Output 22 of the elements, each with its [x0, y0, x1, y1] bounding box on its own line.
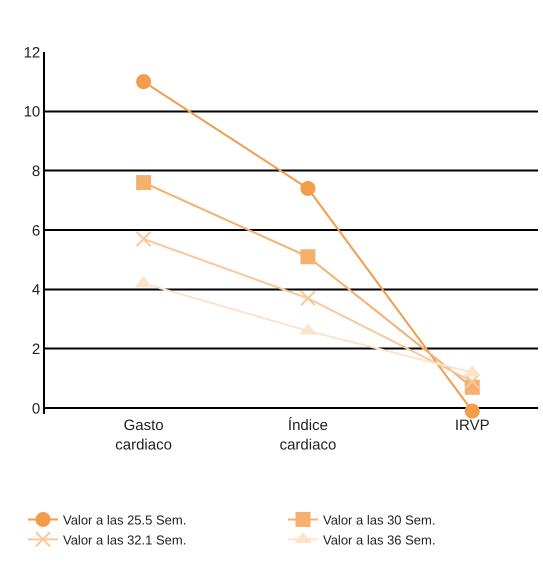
- x-tick-label: IRVP: [454, 417, 490, 434]
- y-tick-label: 0: [32, 400, 40, 418]
- legend-label: Valor a las 32.1 Sem.: [63, 532, 186, 548]
- point: [300, 290, 316, 306]
- y-tick-label: 12: [24, 44, 40, 62]
- y-tick-label: 4: [32, 282, 40, 299]
- y-tick-label: 10: [24, 104, 40, 121]
- point: [300, 249, 316, 264]
- legend-label: Valor a las 25.5 Sem.: [63, 512, 186, 528]
- legend-label: Valor a las 36 Sem.: [323, 532, 436, 548]
- point: [464, 404, 480, 419]
- legend-label: Valor a las 30 Sem.: [323, 512, 436, 528]
- x-tick-label: Índice cardiaco: [280, 416, 336, 454]
- point: [136, 175, 152, 190]
- point: [300, 180, 316, 196]
- y-tick-label: 8: [32, 162, 40, 180]
- point: [464, 373, 480, 390]
- y-tick-label: 6: [32, 222, 40, 240]
- point: [136, 74, 152, 90]
- point: [136, 230, 152, 247]
- y-tick-label: 2: [32, 340, 40, 358]
- x-tick-label: Gasto cardiaco: [115, 417, 172, 454]
